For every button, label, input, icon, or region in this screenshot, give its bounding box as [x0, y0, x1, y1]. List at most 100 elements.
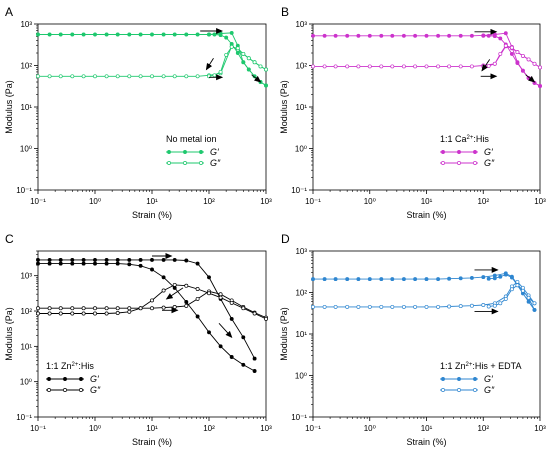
data-point	[520, 68, 525, 73]
data-point	[356, 277, 361, 282]
data-point	[469, 303, 474, 308]
data-point	[356, 304, 361, 309]
data-point	[241, 60, 246, 65]
data-point	[161, 32, 166, 37]
data-point	[70, 306, 75, 311]
legend-label: G″	[210, 158, 221, 168]
x-tick-label: 10¹	[421, 197, 433, 206]
data-point	[311, 33, 315, 38]
data-point	[138, 257, 143, 262]
data-point	[333, 277, 338, 282]
data-point	[401, 304, 406, 309]
data-point	[207, 291, 211, 296]
data-point	[486, 304, 491, 309]
y-axis-label: Modulus (Pa)	[4, 80, 14, 134]
data-point	[503, 43, 508, 48]
legend-marker	[199, 150, 203, 154]
data-point	[224, 52, 229, 57]
data-point	[492, 276, 497, 281]
x-axis-label: Strain (%)	[132, 437, 172, 447]
data-point	[264, 316, 268, 321]
x-tick-label: 10²	[477, 197, 489, 206]
data-point	[390, 304, 395, 309]
y-tick-label: 10²	[20, 62, 32, 71]
data-point	[161, 288, 166, 293]
data-point	[127, 306, 132, 311]
data-point	[195, 261, 200, 266]
x-tick-label: 10²	[477, 424, 489, 433]
data-point	[503, 296, 508, 301]
data-point	[138, 263, 143, 268]
data-point	[458, 276, 463, 281]
data-point	[498, 301, 503, 306]
panel-label: D	[281, 232, 290, 246]
plot-frame	[37, 23, 267, 191]
series	[36, 282, 268, 321]
y-tick-label: 10³	[20, 20, 32, 29]
data-point	[81, 311, 86, 316]
series	[36, 30, 268, 88]
data-point	[218, 292, 223, 297]
data-point	[486, 33, 491, 38]
data-point	[486, 276, 491, 281]
y-tick-label: 10¹	[20, 103, 32, 112]
legend-marker	[441, 161, 445, 165]
data-point	[229, 30, 234, 35]
series	[481, 43, 542, 70]
data-point	[81, 306, 86, 311]
data-point	[258, 64, 263, 69]
data-point	[104, 32, 109, 37]
x-tick-label: 10⁰	[364, 424, 376, 433]
data-point	[172, 257, 177, 262]
chart-panel-d: D 10⁻¹ 10⁰ 10¹ 10² 10³ 10⁻¹ 10⁰ 10¹ 10² 10³ Strain …	[279, 232, 546, 447]
data-point	[264, 83, 268, 88]
legend-entry: G′	[166, 147, 219, 157]
data-point	[127, 262, 132, 267]
data-point	[104, 311, 109, 316]
data-point	[498, 51, 503, 56]
x-tick-label: 10⁰	[89, 197, 101, 206]
data-point	[333, 304, 338, 309]
legend-title: No metal ion	[166, 134, 217, 144]
x-tick-label: 10¹	[421, 424, 433, 433]
data-point	[47, 306, 52, 311]
legend-marker	[47, 377, 51, 381]
data-point	[81, 257, 86, 262]
data-point	[150, 32, 154, 37]
plot-frame	[312, 23, 541, 191]
data-point	[241, 306, 246, 311]
data-point	[235, 46, 240, 51]
data-point	[58, 261, 63, 266]
x-tick-label: 10³	[534, 424, 546, 433]
legend-title: 1:1 Zn2+:His + EDTA	[440, 361, 521, 371]
series	[207, 32, 268, 88]
data-point	[138, 306, 143, 311]
y-tick-label: 10⁰	[20, 378, 32, 387]
x-tick-label: 10⁻¹	[30, 197, 46, 206]
data-point	[36, 306, 40, 311]
data-point	[424, 304, 429, 309]
y-tick-label: 10⁻¹	[291, 186, 307, 195]
data-point	[70, 257, 75, 262]
legend-entry: G′	[46, 374, 99, 384]
data-point	[401, 33, 406, 38]
data-point	[356, 64, 361, 69]
data-point	[229, 316, 234, 321]
x-axis-label: Strain (%)	[132, 210, 172, 220]
data-point	[509, 287, 514, 292]
data-point	[401, 277, 406, 282]
direction-arrow	[205, 57, 214, 71]
data-point	[469, 33, 474, 38]
data-point	[345, 64, 350, 69]
direction-arrow	[218, 322, 233, 339]
series-line	[38, 45, 267, 77]
data-point	[241, 335, 246, 340]
data-point	[390, 277, 395, 282]
legend-marker	[167, 161, 171, 165]
data-point	[390, 33, 395, 38]
legend: No metal ion G′G″	[166, 134, 221, 168]
data-point	[150, 257, 154, 262]
data-point	[172, 74, 177, 79]
data-point	[218, 295, 223, 300]
data-point	[424, 64, 429, 69]
